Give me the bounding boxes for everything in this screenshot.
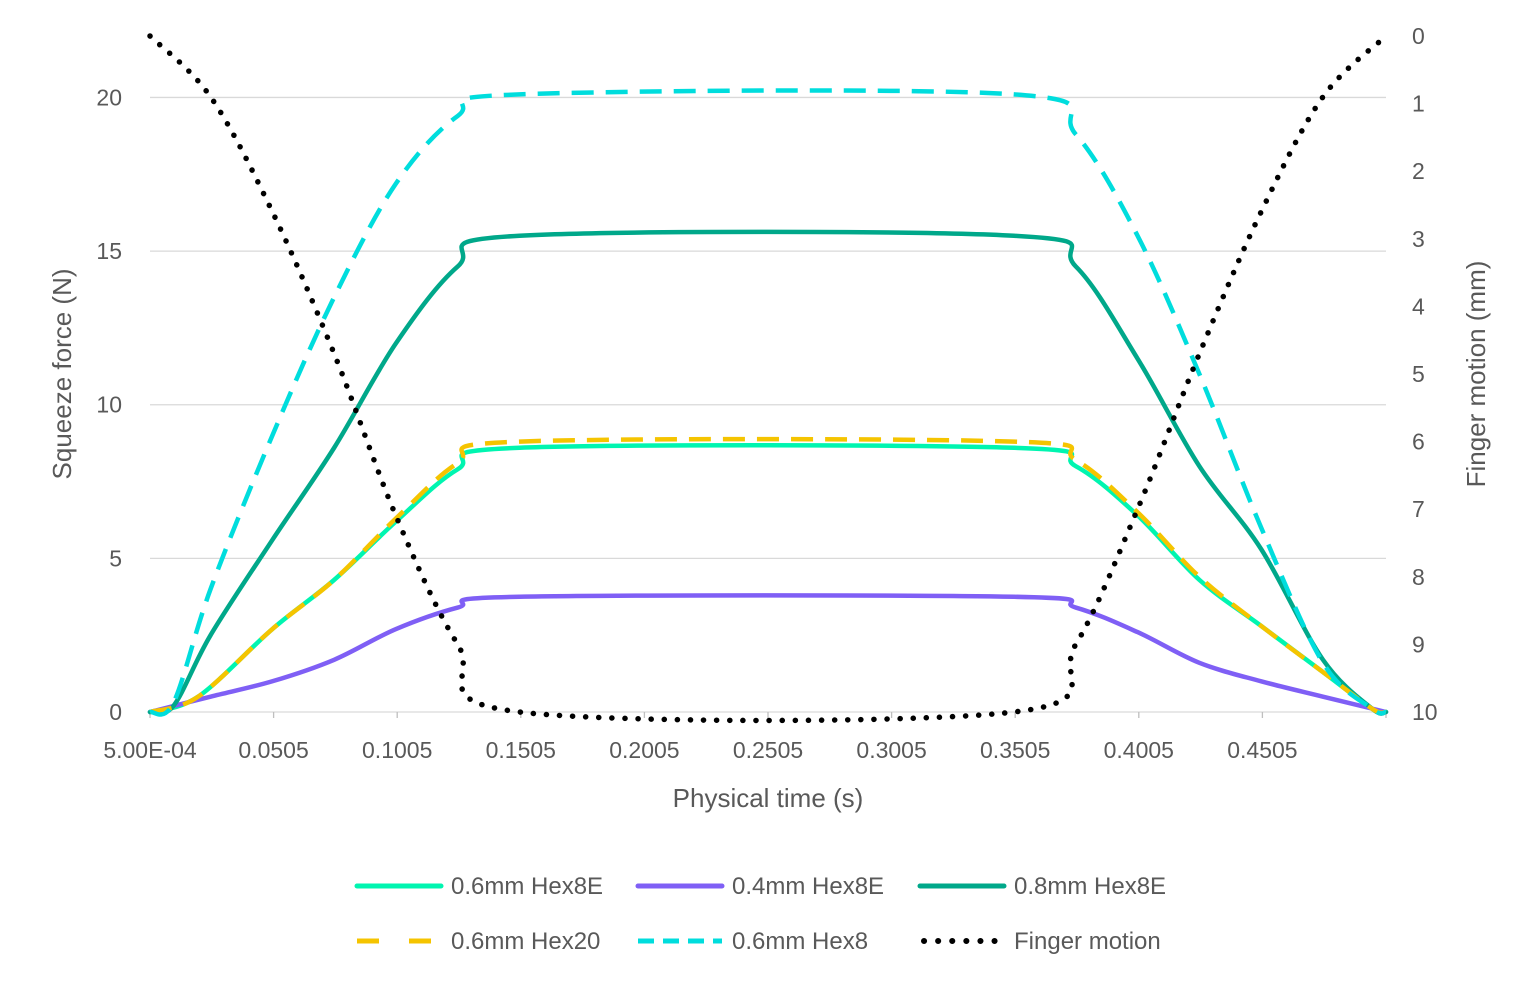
x-tick-label: 0.0505 bbox=[238, 737, 308, 763]
x-tick-label: 0.4005 bbox=[1104, 737, 1174, 763]
y2-tick-label: 1 bbox=[1412, 91, 1425, 117]
legend-label: 0.6mm Hex8E bbox=[451, 873, 603, 900]
y-tick-label: 20 bbox=[96, 84, 122, 110]
legend-label: Finger motion bbox=[1014, 928, 1161, 955]
y2-tick-label: 2 bbox=[1412, 158, 1425, 184]
y2-tick-label: 0 bbox=[1412, 23, 1425, 49]
y2-tick-label: 9 bbox=[1412, 631, 1425, 657]
y2-tick-label: 4 bbox=[1412, 293, 1425, 319]
y-tick-label: 10 bbox=[96, 392, 122, 418]
x-tick-label: 0.2005 bbox=[609, 737, 679, 763]
y-tick-label: 15 bbox=[96, 238, 122, 264]
y2-tick-labels: 0 1 2 3 4 5 6 7 8 9 10 bbox=[1412, 23, 1438, 725]
y2-axis-label: Finger motion (mm) bbox=[1461, 261, 1491, 488]
x-axis-label: Physical time (s) bbox=[673, 783, 864, 813]
y-tick-label: 0 bbox=[109, 699, 122, 725]
y2-tick-label: 10 bbox=[1412, 699, 1438, 725]
y2-tick-label: 7 bbox=[1412, 496, 1425, 522]
y2-tick-label: 5 bbox=[1412, 361, 1425, 387]
series-line-0-6mm-hex8e bbox=[147, 442, 1389, 716]
x-tick-label: 0.1505 bbox=[486, 737, 556, 763]
legend-label: 0.8mm Hex8E bbox=[1014, 873, 1166, 900]
gridlines bbox=[149, 96, 1387, 718]
x-tick-label: 0.4505 bbox=[1227, 737, 1297, 763]
x-tick-label: 0.3505 bbox=[980, 737, 1050, 763]
y-tick-labels: 0 5 10 15 20 bbox=[96, 84, 122, 725]
x-tick-label: 0.3005 bbox=[856, 737, 926, 763]
legend-label: 0.6mm Hex8 bbox=[732, 928, 868, 955]
x-tick-labels: 5.00E-04 0.0505 0.1005 0.1505 0.2005 0.2505 0.… bbox=[103, 737, 1297, 763]
y2-tick-label: 3 bbox=[1412, 226, 1425, 252]
legend: 0.6mm Hex8E 0.4mm Hex8E 0.8mm Hex8E 0.6mm H… bbox=[354, 873, 1166, 955]
y-tick-label: 5 bbox=[109, 545, 122, 571]
y2-tick-label: 6 bbox=[1412, 429, 1425, 455]
x-tick-label: 0.1005 bbox=[362, 737, 432, 763]
y-axis-label: Squeeze force (N) bbox=[47, 269, 77, 480]
legend-label: 0.4mm Hex8E bbox=[732, 873, 884, 900]
series-line-finger-motion bbox=[147, 33, 1389, 724]
series-line-0-6mm-hex8 bbox=[149, 88, 1387, 717]
series-line-0-6mm-hex20 bbox=[149, 436, 1387, 716]
x-tick-label: 0.2505 bbox=[733, 737, 803, 763]
x-tick-label: 5.00E-04 bbox=[103, 737, 197, 763]
series-line-0-4mm-hex8e bbox=[147, 593, 1389, 715]
series-group bbox=[147, 33, 1389, 724]
y2-tick-label: 8 bbox=[1412, 564, 1425, 590]
legend-label: 0.6mm Hex20 bbox=[451, 928, 600, 955]
series-line-0-8mm-hex8e bbox=[147, 229, 1389, 716]
